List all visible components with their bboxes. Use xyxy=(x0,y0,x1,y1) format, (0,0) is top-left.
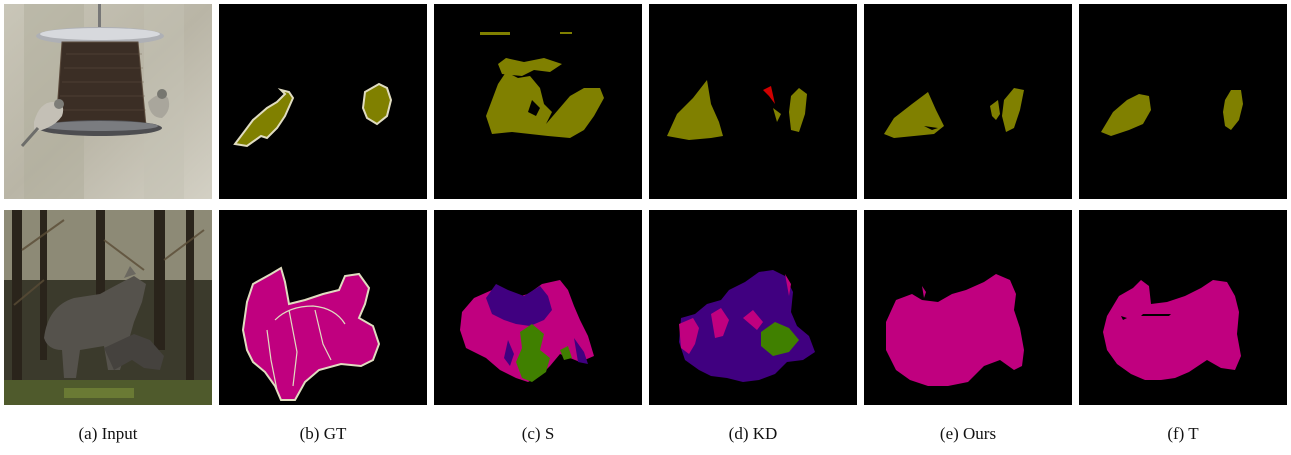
kd-mask-bird xyxy=(649,4,857,199)
student-mask-bird xyxy=(434,4,642,199)
bird-feeder-photo xyxy=(4,4,212,199)
gt-mask-horse xyxy=(219,210,427,405)
caption-kd: (d) KD xyxy=(728,424,778,443)
caption-gt: (b) GT xyxy=(299,424,347,443)
caption-teacher: (f) T xyxy=(1167,424,1199,443)
student-mask-horse xyxy=(434,210,642,405)
ours-mask-horse xyxy=(864,210,1072,405)
ours-mask-bird xyxy=(864,4,1072,199)
horse-forest-photo xyxy=(4,210,212,405)
teacher-mask-horse xyxy=(1079,210,1287,405)
caption-input: (a) Input xyxy=(78,424,138,443)
input-image-bird xyxy=(4,4,212,199)
caption-ours: (e) Ours xyxy=(939,424,997,443)
teacher-mask-bird xyxy=(1079,4,1287,199)
input-image-horse xyxy=(4,210,212,405)
caption-student: (c) S xyxy=(521,424,555,443)
gt-mask-bird xyxy=(219,4,427,199)
kd-mask-horse xyxy=(649,210,857,405)
